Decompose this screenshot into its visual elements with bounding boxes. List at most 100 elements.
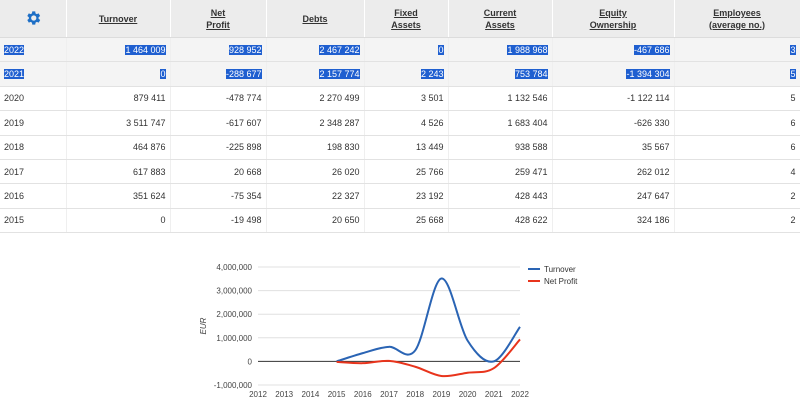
x-tick-label: 2019 <box>433 390 451 399</box>
cell-value: 1 464 009 <box>125 44 166 55</box>
cell-value: 324 186 <box>636 215 670 226</box>
table-cell: 928 952 <box>170 37 267 63</box>
x-tick-label: 2020 <box>459 390 477 399</box>
x-tick-label: 2013 <box>275 390 293 399</box>
cell-value: 6 <box>790 117 796 128</box>
cell-value: 928 952 <box>228 44 262 55</box>
cell-value: 5 <box>790 69 796 80</box>
table-cell: 2 348 287 <box>266 110 365 136</box>
cell-value: 428 622 <box>514 215 548 226</box>
cell-value: 2 <box>790 191 796 202</box>
year-cell: 2017 <box>0 159 67 185</box>
table-row[interactable]: 2019 3 511 747 -617 607 2 348 287 4 526 1 683… <box>0 110 800 136</box>
cell-value: -617 607 <box>225 117 262 128</box>
table-cell: 262 012 <box>552 159 675 185</box>
y-axis-label: EUR <box>199 317 208 334</box>
y-tick-label: 3,000,000 <box>216 287 252 296</box>
table-cell: 4 <box>674 159 800 185</box>
table-cell: 5 <box>674 86 800 112</box>
column-header-label: Profit <box>206 19 230 30</box>
table-cell: 0 <box>66 61 171 87</box>
table-cell: 35 567 <box>552 135 675 160</box>
year-value: 2015 <box>4 215 25 226</box>
table-cell: 2 <box>674 208 800 234</box>
table-cell: 3 511 747 <box>66 110 171 136</box>
table-row[interactable]: 2020 879 411 -478 774 2 270 499 3 501 1 132 5… <box>0 86 800 112</box>
cell-value: 3 511 747 <box>126 117 166 128</box>
column-header-label: Current <box>483 7 517 18</box>
x-tick-label: 2022 <box>511 390 529 399</box>
table-row[interactable]: 2017 617 883 20 668 26 020 25 766 259 471 262 … <box>0 159 800 185</box>
gear-icon[interactable] <box>24 9 42 27</box>
year-value: 2018 <box>4 142 25 153</box>
settings-cell <box>0 0 67 38</box>
cell-value: 3 501 <box>420 93 444 104</box>
column-header: Fixed Assets <box>364 0 449 38</box>
column-header: Equity Ownership <box>552 0 675 38</box>
table-cell: 2 <box>674 183 800 209</box>
table-cell: 2 243 <box>364 61 449 87</box>
cell-value: 22 327 <box>331 191 360 202</box>
year-cell: 2016 <box>0 183 67 209</box>
cell-value: 6 <box>790 142 796 153</box>
x-tick-label: 2015 <box>328 390 346 399</box>
sort-link[interactable]: Equity Ownership <box>590 8 637 30</box>
column-header: Debts <box>266 0 365 38</box>
cell-value: 25 668 <box>415 215 444 226</box>
cell-value: 2 467 242 <box>319 44 360 55</box>
cell-value: 753 784 <box>514 69 548 80</box>
table-cell: 26 020 <box>266 159 365 185</box>
sort-link[interactable]: Debts <box>302 14 327 24</box>
line-chart: -1,000,000 0 1,000,000 2,000,000 3,000,000 4,… <box>199 263 578 399</box>
legend-label: Net Profit <box>544 277 578 286</box>
cell-value: 26 020 <box>331 166 360 177</box>
column-header-label: (average no.) <box>708 19 766 30</box>
table-cell: 428 443 <box>448 183 553 209</box>
cell-value: -467 686 <box>633 44 670 55</box>
cell-value: 262 012 <box>636 166 670 177</box>
cell-value: 0 <box>438 44 444 55</box>
table-cell: 20 668 <box>170 159 267 185</box>
table-cell: 247 647 <box>552 183 675 209</box>
table-cell: 0 <box>66 208 171 234</box>
table-cell: -288 677 <box>170 61 267 87</box>
x-tick-label: 2021 <box>485 390 503 399</box>
sort-link[interactable]: Turnover <box>99 14 137 24</box>
column-header-label: Ownership <box>589 19 637 30</box>
cell-value: 2 157 774 <box>319 69 360 80</box>
sort-link[interactable]: Current Assets <box>484 8 517 30</box>
cell-value: -1 122 114 <box>627 93 670 104</box>
cell-value: 3 <box>790 44 796 55</box>
cell-value: 4 <box>790 166 796 177</box>
table-row[interactable]: 2022 1 464 009 928 952 2 467 242 0 1 988 968 -… <box>0 37 800 63</box>
table-cell: 13 449 <box>364 135 449 160</box>
table-cell: -626 330 <box>552 110 675 136</box>
cell-value: 2 348 287 <box>319 117 360 128</box>
table-cell: 1 988 968 <box>448 37 553 63</box>
table-cell: -467 686 <box>552 37 675 63</box>
table-row[interactable]: 2021 0 -288 677 2 157 774 2 243 753 784 -1 394… <box>0 61 800 87</box>
year-cell: 2019 <box>0 110 67 136</box>
cell-value: 428 443 <box>514 191 548 202</box>
table-cell: 25 766 <box>364 159 449 185</box>
table-row[interactable]: 2018 464 876 -225 898 198 830 13 449 938 588 3… <box>0 135 800 160</box>
sort-link[interactable]: Fixed Assets <box>391 8 421 30</box>
cell-value: -626 330 <box>633 117 670 128</box>
sort-link[interactable]: Employees (average no.) <box>709 8 765 30</box>
table-cell: 23 192 <box>364 183 449 209</box>
table-cell: 6 <box>674 135 800 160</box>
table-cell: -1 122 114 <box>552 86 675 112</box>
sort-link[interactable]: Net Profit <box>206 8 230 30</box>
year-value: 2019 <box>4 117 25 128</box>
column-header: Employees (average no.) <box>674 0 800 38</box>
cell-value: 879 411 <box>133 93 166 104</box>
table-cell: 25 668 <box>364 208 449 234</box>
table-cell: 464 876 <box>66 135 171 160</box>
cell-value: 4 526 <box>420 117 444 128</box>
table-cell: 1 464 009 <box>66 37 171 63</box>
table-row[interactable]: 2016 351 624 -75 354 22 327 23 192 428 443 247… <box>0 183 800 209</box>
cell-value: 2 270 499 <box>319 93 360 104</box>
table-cell: 2 467 242 <box>266 37 365 63</box>
table-row[interactable]: 2015 0 -19 498 20 650 25 668 428 622 324 186 2 <box>0 208 800 234</box>
table-cell: -1 394 304 <box>552 61 675 87</box>
